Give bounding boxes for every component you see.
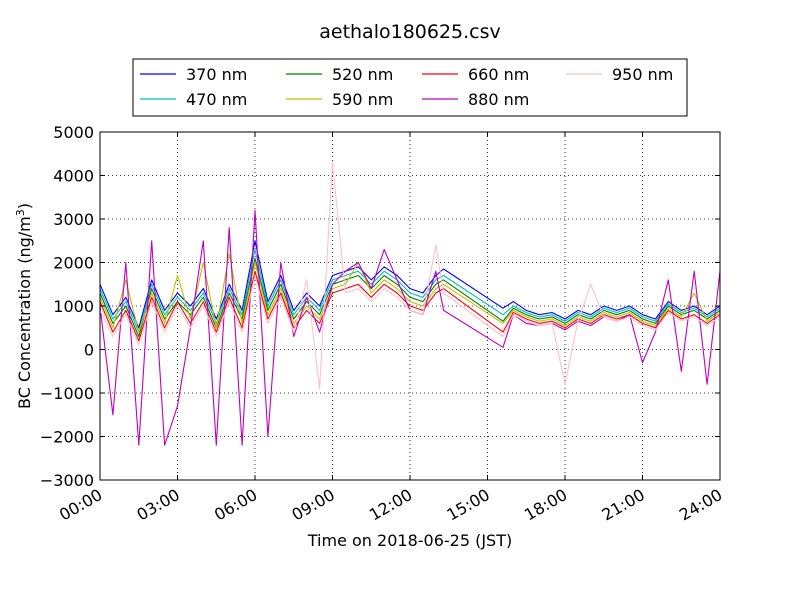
legend-label: 590 nm	[332, 90, 393, 109]
x-tick-label: 00:00	[56, 485, 105, 525]
y-tick-label: 5000	[53, 123, 94, 142]
x-tick-label: 06:00	[211, 485, 260, 525]
grid	[100, 132, 720, 480]
y-axis-title-end: )	[15, 203, 34, 209]
series-line-880-nm	[99, 209, 721, 446]
y-tick-label: −2000	[40, 428, 94, 447]
x-tick-label: 03:00	[134, 485, 183, 525]
legend-label: 880 nm	[468, 90, 529, 109]
legend-label: 520 nm	[332, 65, 393, 84]
y-axis-title-superscript: 3	[14, 209, 27, 216]
x-tick-label: 21:00	[599, 485, 648, 525]
legend-label: 370 nm	[186, 65, 247, 84]
x-tick-label: 09:00	[289, 485, 338, 525]
x-tick-label: 12:00	[366, 485, 415, 525]
x-tick-label: 18:00	[521, 485, 570, 525]
series-line-520-nm	[99, 257, 721, 338]
y-tick-label: 2000	[53, 254, 94, 273]
series-line-470-nm	[99, 248, 721, 333]
legend: 370 nm 470 nm 520 nm 590 nm 660 nm 880 nm 950 …	[132, 58, 688, 117]
x-tick-label: 24:00	[676, 485, 725, 525]
y-tick-label: 1000	[53, 297, 94, 316]
y-tick-label: 0	[84, 341, 94, 360]
y-tick-label: 4000	[53, 167, 94, 186]
series-line-660-nm	[99, 270, 721, 342]
series-line-590-nm	[99, 253, 721, 333]
y-axis-title-main: BC Concentration (ng/m	[15, 216, 34, 409]
y-tick-label: −1000	[40, 384, 94, 403]
chart-title: aethalo180625.csv	[319, 21, 501, 43]
series-line-950-nm	[99, 161, 721, 390]
legend-label: 660 nm	[468, 65, 529, 84]
legend-label: 950 nm	[612, 65, 673, 84]
legend-box	[132, 58, 688, 117]
series-line-370-nm	[99, 240, 721, 329]
x-axis-title: Time on 2018-06-25 (JST)	[307, 531, 512, 550]
x-tick-label: 15:00	[444, 485, 493, 525]
y-axis-title: BC Concentration (ng/m3)	[14, 203, 34, 409]
y-tick-label: 3000	[53, 210, 94, 229]
series-layer	[99, 161, 721, 446]
y-tick-label: −3000	[40, 471, 94, 490]
legend-label: 470 nm	[186, 90, 247, 109]
